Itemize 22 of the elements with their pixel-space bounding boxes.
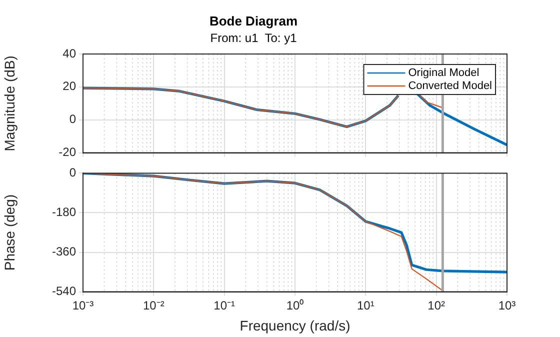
y-axis-title: Phase (deg) xyxy=(1,194,18,271)
y-tick-label: 40 xyxy=(62,46,76,60)
chart-subtitle: From: u1 To: y1 xyxy=(210,31,298,46)
y-tick-label: -180 xyxy=(52,205,76,220)
x-tick-label: 10² xyxy=(428,298,446,312)
y-tick-label: 20 xyxy=(62,79,76,94)
legend-label: Converted Model xyxy=(408,80,492,92)
y-tick-label: 0 xyxy=(69,112,76,126)
x-tick-label: 10⁰ xyxy=(286,298,304,312)
y-tick-label: -360 xyxy=(52,244,76,259)
x-tick-label: 10⁻¹ xyxy=(214,298,236,312)
x-axis-title: Frequency (rad/s) xyxy=(240,317,350,334)
x-tick-label: 10⁻² xyxy=(142,298,164,312)
y-axis-title: Magnitude (dB) xyxy=(1,56,18,152)
x-tick-label: 10⁻³ xyxy=(72,298,94,312)
legend-label: Original Model xyxy=(408,67,480,80)
chart-title: Bode Diagram xyxy=(209,13,298,28)
x-tick-label: 10³ xyxy=(498,298,516,312)
y-tick-label: -540 xyxy=(52,284,76,298)
x-tick-label: 10¹ xyxy=(356,298,374,312)
y-tick-label: -20 xyxy=(58,145,76,160)
y-tick-label: 0 xyxy=(69,166,76,180)
